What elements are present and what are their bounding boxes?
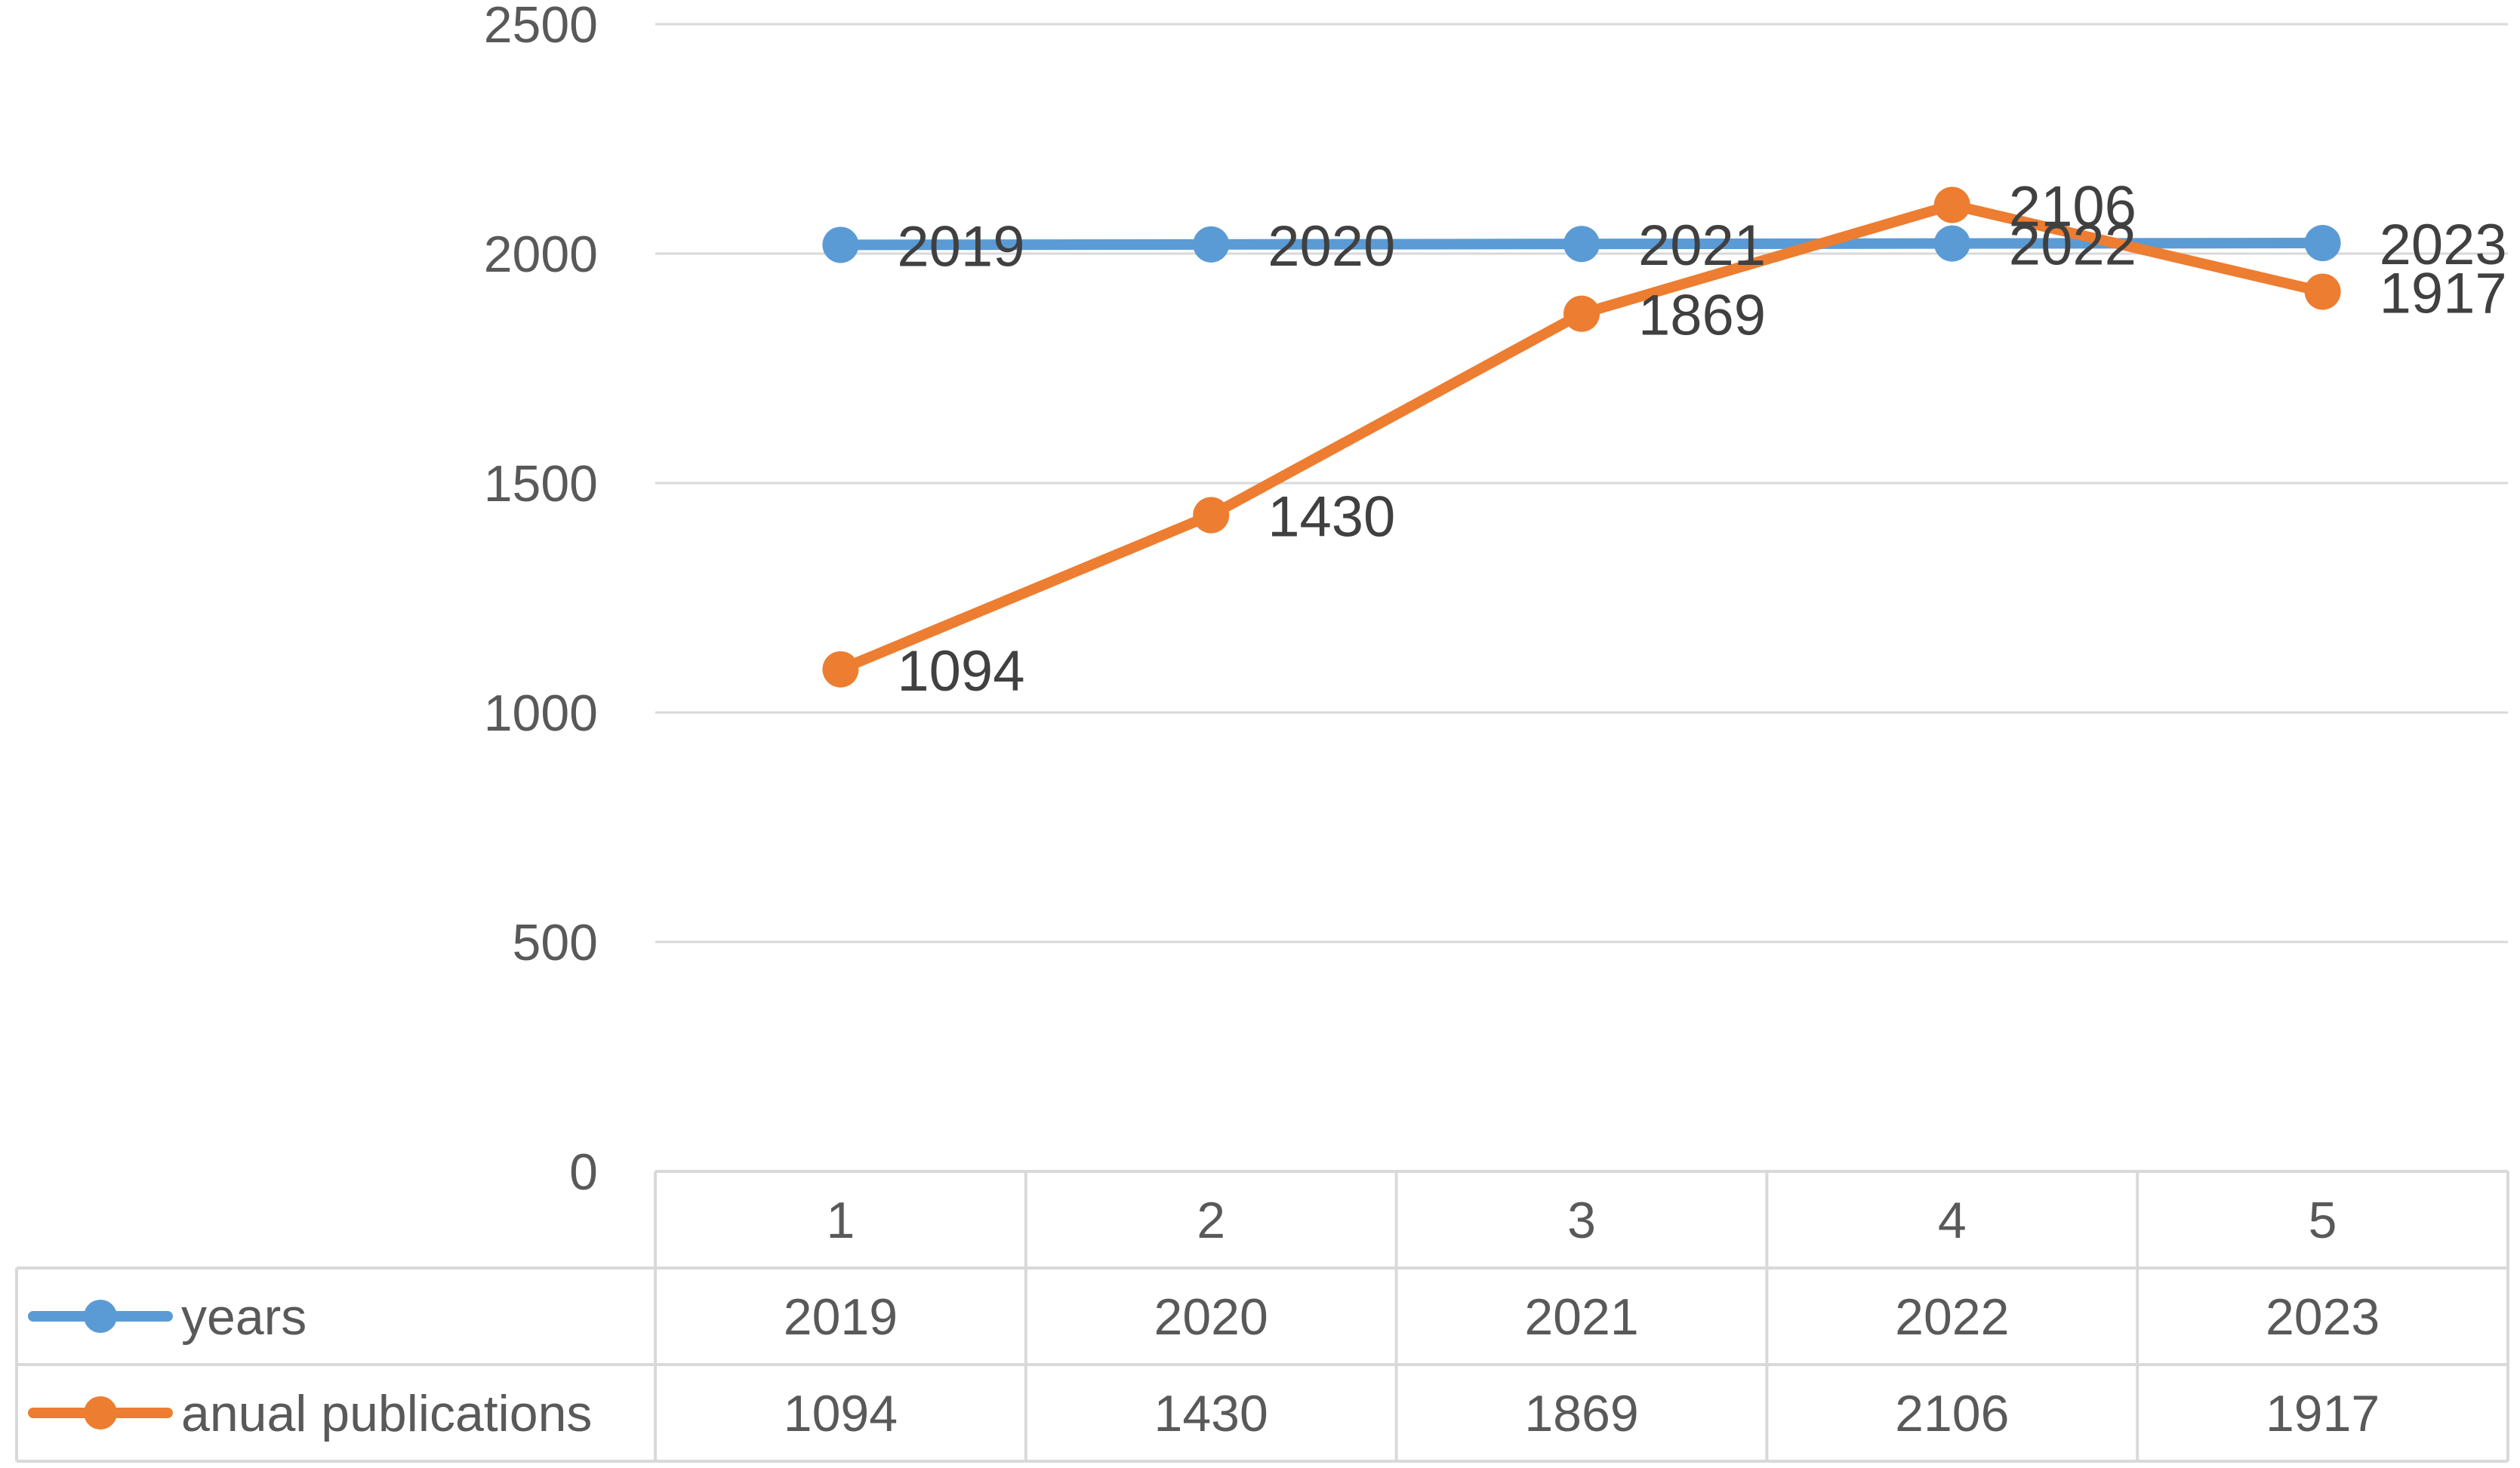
table-cell: 1430	[1154, 1385, 1268, 1442]
data-point	[2304, 273, 2341, 310]
data-label: 2022	[2009, 214, 2136, 278]
y-axis-ticks: 0 500 1000 1500 2000 2500	[484, 0, 598, 1201]
data-label: 2021	[1638, 214, 1766, 278]
table-cell: 2020	[1154, 1288, 1268, 1346]
data-point	[1193, 497, 1230, 534]
gridlines	[655, 23, 2508, 943]
data-labels: 2019 2020 2021 2022 2023 1094 1430 1869 2106 1917	[897, 175, 2506, 703]
series-lines	[822, 186, 2341, 688]
x-tick-label: 4	[1938, 1192, 1967, 1249]
table-cell: 2021	[1524, 1288, 1638, 1346]
table-cell: 2023	[2266, 1288, 2380, 1346]
legend-key-marker	[84, 1396, 117, 1430]
y-tick-label: 500	[513, 914, 598, 971]
data-point	[1563, 226, 1600, 263]
data-point	[1933, 186, 1970, 223]
table-cell: 1869	[1524, 1385, 1638, 1442]
data-label: 2019	[897, 214, 1024, 279]
data-point	[1563, 295, 1600, 332]
y-tick-label: 0	[569, 1143, 598, 1201]
table-cell: 2022	[1895, 1288, 2009, 1346]
legend-label: anual publications	[181, 1385, 592, 1442]
y-tick-label: 1000	[484, 685, 598, 742]
table-cell: 2019	[784, 1288, 898, 1346]
data-label: 1869	[1638, 284, 1766, 348]
data-label: 2106	[2009, 175, 2136, 239]
data-point	[2304, 225, 2341, 262]
x-tick-label: 2	[1197, 1192, 1225, 1249]
data-label: 1430	[1268, 485, 1395, 549]
data-label: 2020	[1268, 214, 1395, 279]
x-tick-label: 5	[2309, 1192, 2337, 1249]
data-point	[1193, 226, 1230, 263]
data-point	[822, 651, 859, 688]
x-tick-label: 3	[1567, 1192, 1596, 1249]
data-label: 1094	[897, 639, 1024, 703]
y-tick-label: 2500	[484, 0, 598, 54]
data-point	[1933, 225, 1970, 262]
legend-label: years	[181, 1288, 307, 1346]
data-label: 1917	[2380, 261, 2507, 325]
table-cell: 1917	[2266, 1385, 2380, 1442]
table-cell: 2106	[1895, 1385, 2009, 1442]
x-tick-label: 1	[826, 1192, 855, 1249]
data-table: 1 2 3 4 5 years 2019 2020 2021 2022 2023 anual publ…	[15, 1170, 2509, 1463]
y-tick-label: 1500	[484, 455, 598, 512]
y-tick-label: 2000	[484, 226, 598, 283]
data-point	[822, 226, 859, 263]
data-label: 2023	[2380, 213, 2507, 277]
legend-key-marker	[84, 1300, 117, 1333]
table-cell: 1094	[784, 1385, 898, 1442]
